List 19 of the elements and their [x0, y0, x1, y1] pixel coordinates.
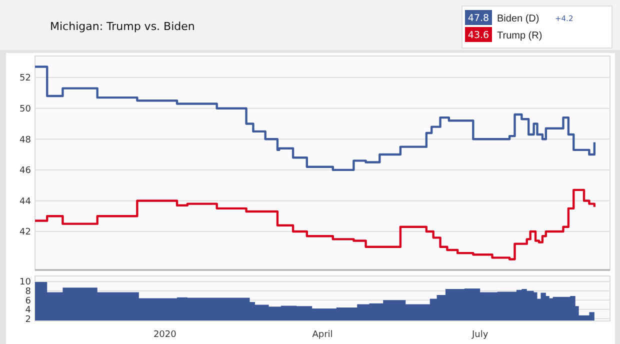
y-tick-label: 4 — [25, 306, 32, 316]
x-tick-label: 2020 — [153, 330, 177, 340]
x-tick-label: April — [312, 330, 333, 340]
x-tick-label: July — [471, 330, 489, 340]
y-tick-label: 10 — [20, 278, 32, 288]
y-tick-label: 52 — [20, 74, 31, 84]
text: 47.8 — [468, 13, 490, 24]
y-tick-label: 44 — [20, 196, 32, 207]
legend-label: Biden (D) — [497, 14, 540, 24]
legend-label: Trump (R) — [497, 30, 542, 42]
chart-title: Michigan: Trump vs. Biden — [50, 20, 195, 33]
y-tick-label: 46 — [20, 166, 32, 176]
y-tick-label: 2 — [25, 314, 31, 325]
y-tick-label: 8 — [25, 286, 32, 297]
y-tick-label: 6 — [25, 296, 32, 306]
y-tick-label: 50 — [20, 104, 32, 114]
text: 43.6 — [468, 30, 490, 41]
y-tick-label: 42 — [20, 228, 31, 238]
y-tick-label: 48 — [20, 135, 32, 146]
